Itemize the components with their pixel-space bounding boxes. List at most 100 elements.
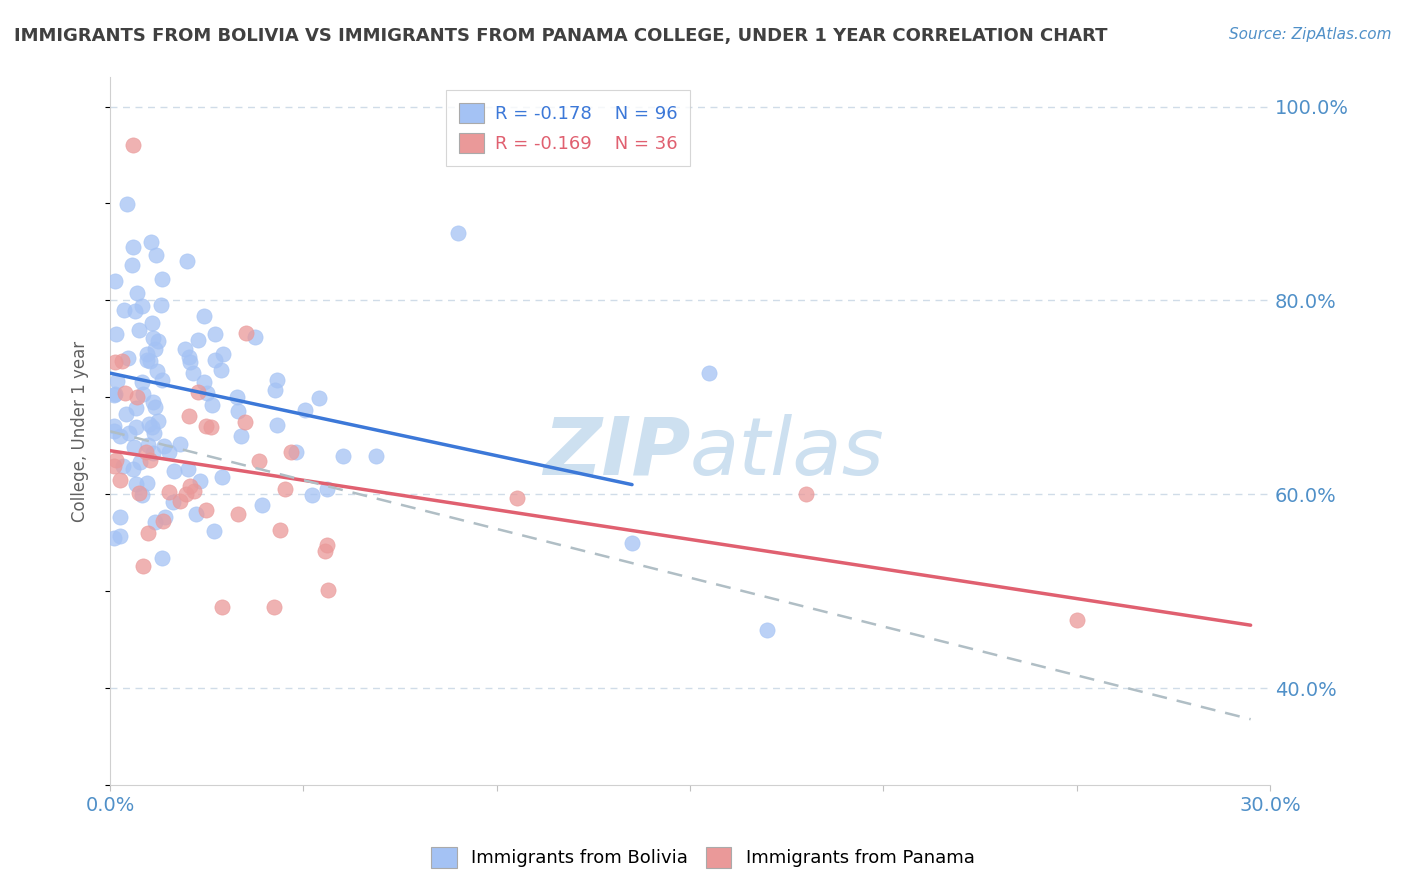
Point xyxy=(184,507,207,521)
Point xyxy=(104,326,127,341)
Point xyxy=(193,375,215,389)
Point xyxy=(145,248,167,262)
Point xyxy=(699,366,721,380)
Point xyxy=(150,373,173,387)
Point xyxy=(141,317,163,331)
Point xyxy=(332,449,354,463)
Point xyxy=(139,453,162,467)
Point xyxy=(128,323,150,337)
Point xyxy=(138,525,160,540)
Point xyxy=(122,138,145,153)
Point xyxy=(141,420,163,434)
Point xyxy=(225,390,247,404)
Text: ZIP: ZIP xyxy=(543,414,690,491)
Point xyxy=(103,419,125,434)
Point xyxy=(142,394,165,409)
Point xyxy=(150,550,173,565)
Point xyxy=(212,346,235,360)
Point xyxy=(138,417,160,432)
Point xyxy=(174,487,197,501)
Point xyxy=(131,488,153,502)
Point xyxy=(179,479,201,493)
Point xyxy=(280,444,302,458)
Point xyxy=(364,449,387,463)
Point xyxy=(273,482,295,496)
Point xyxy=(135,445,157,459)
Point xyxy=(195,386,218,401)
Point xyxy=(143,400,166,414)
Point xyxy=(187,333,209,347)
Point xyxy=(1066,613,1088,627)
Point xyxy=(266,417,288,432)
Point xyxy=(264,383,287,397)
Point xyxy=(155,509,177,524)
Point xyxy=(139,353,162,368)
Point xyxy=(243,330,266,344)
Point xyxy=(235,326,257,341)
Point xyxy=(506,491,529,506)
Point xyxy=(136,475,159,490)
Point xyxy=(122,440,145,454)
Point xyxy=(125,390,148,404)
Point xyxy=(177,462,200,476)
Point xyxy=(143,515,166,529)
Point xyxy=(111,458,134,473)
Point xyxy=(150,298,173,312)
Point xyxy=(294,403,316,417)
Point xyxy=(169,494,191,508)
Point xyxy=(315,544,337,558)
Point xyxy=(104,355,127,369)
Point xyxy=(129,455,152,469)
Point xyxy=(621,535,644,549)
Point xyxy=(193,309,215,323)
Point xyxy=(125,420,148,434)
Point xyxy=(250,499,273,513)
Legend: R = -0.178    N = 96, R = -0.169    N = 36: R = -0.178 N = 96, R = -0.169 N = 36 xyxy=(446,90,690,166)
Point xyxy=(118,425,141,440)
Point xyxy=(121,461,143,475)
Point xyxy=(136,353,159,368)
Point xyxy=(141,235,163,249)
Point xyxy=(121,240,143,254)
Point xyxy=(209,362,232,376)
Point xyxy=(269,523,291,537)
Point xyxy=(125,401,148,415)
Point xyxy=(104,453,127,467)
Point xyxy=(108,529,131,543)
Point xyxy=(794,487,817,501)
Point xyxy=(110,510,132,524)
Point xyxy=(157,484,180,499)
Point xyxy=(188,474,211,488)
Point xyxy=(200,420,222,434)
Y-axis label: College, Under 1 year: College, Under 1 year xyxy=(72,341,89,522)
Point xyxy=(183,484,205,499)
Point xyxy=(124,304,146,318)
Point xyxy=(211,599,233,614)
Point xyxy=(104,274,127,288)
Point xyxy=(202,524,225,538)
Point xyxy=(128,485,150,500)
Point xyxy=(201,398,224,412)
Point xyxy=(226,404,249,418)
Point xyxy=(108,428,131,442)
Point xyxy=(142,331,165,345)
Point xyxy=(115,196,138,211)
Point xyxy=(108,473,131,487)
Point xyxy=(105,374,128,388)
Point xyxy=(117,351,139,365)
Point xyxy=(204,327,226,342)
Point xyxy=(132,559,155,574)
Point xyxy=(103,424,125,438)
Point xyxy=(143,342,166,356)
Point xyxy=(163,464,186,478)
Text: atlas: atlas xyxy=(690,414,884,491)
Point xyxy=(136,347,159,361)
Point xyxy=(132,387,155,401)
Text: IMMIGRANTS FROM BOLIVIA VS IMMIGRANTS FROM PANAMA COLLEGE, UNDER 1 YEAR CORRELAT: IMMIGRANTS FROM BOLIVIA VS IMMIGRANTS FR… xyxy=(14,27,1108,45)
Point xyxy=(104,387,127,401)
Point xyxy=(187,384,209,399)
Point xyxy=(103,459,125,474)
Point xyxy=(285,445,308,459)
Point xyxy=(316,583,339,598)
Point xyxy=(150,272,173,286)
